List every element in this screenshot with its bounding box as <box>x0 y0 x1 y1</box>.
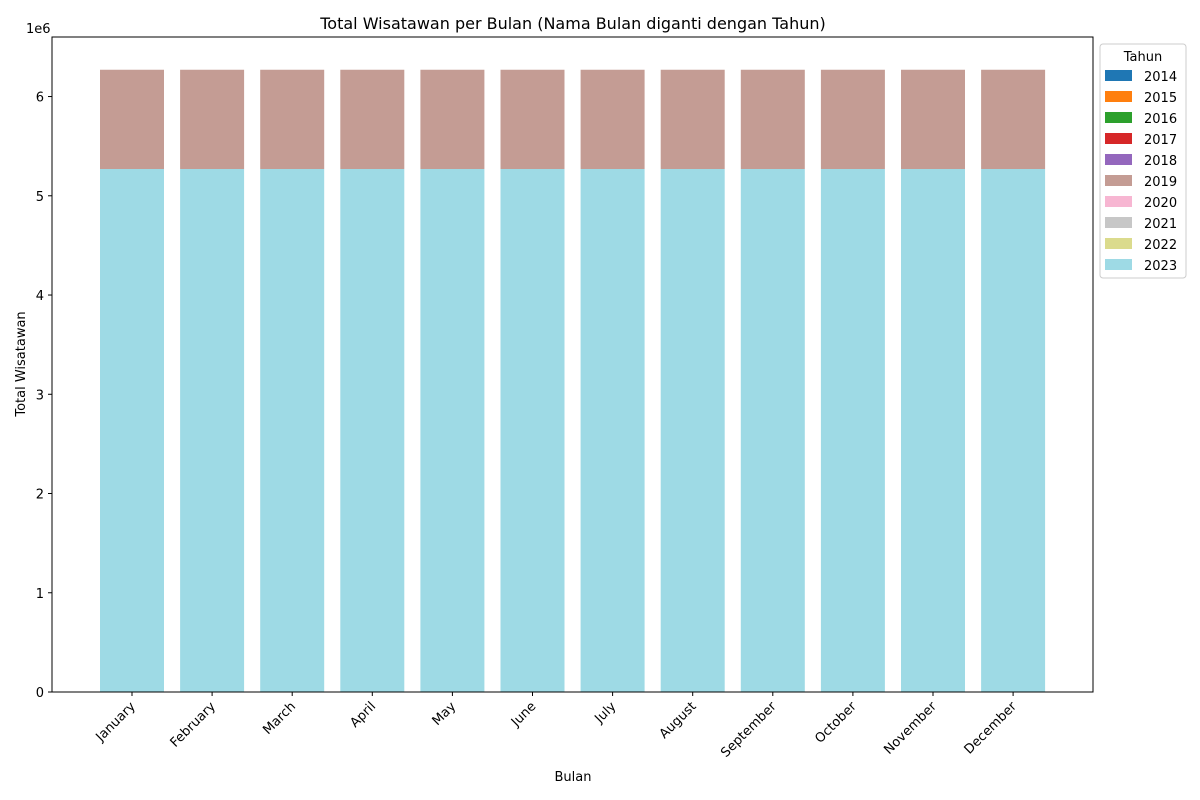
legend-label-2016: 2016 <box>1144 112 1177 127</box>
bar-2023-may <box>420 168 485 693</box>
bar-2019-october <box>820 69 885 169</box>
bar-2019-may <box>420 69 485 169</box>
x-tick-label: July <box>592 699 620 727</box>
y-tick-label: 2 <box>36 488 44 503</box>
x-tick-label: February <box>168 699 220 751</box>
legend-label-2015: 2015 <box>1144 91 1177 106</box>
bar-2023-november <box>901 168 965 693</box>
bar-2019-july <box>580 69 645 169</box>
bar-2019-march <box>260 69 325 169</box>
legend-label-2021: 2021 <box>1144 217 1177 232</box>
legend-swatch-2015 <box>1105 91 1132 102</box>
y-tick-label: 4 <box>36 289 44 304</box>
bar-2023-april <box>340 168 405 693</box>
legend-swatch-2021 <box>1105 217 1132 228</box>
x-tick-label: October <box>812 699 860 747</box>
y-axis: 0 1 2 3 4 5 6 <box>36 91 52 701</box>
x-tick-label: August <box>657 699 700 742</box>
bar-2023-january <box>100 168 164 693</box>
legend-swatch-2019 <box>1105 175 1132 186</box>
x-tick-label: September <box>718 699 780 761</box>
bar-2023-february <box>180 168 245 693</box>
x-tick-label: December <box>962 699 1021 758</box>
bar-2019-february <box>180 69 245 169</box>
legend-swatch-2014 <box>1105 70 1132 81</box>
bar-2019-august <box>660 69 725 169</box>
legend-swatch-2022 <box>1105 238 1132 249</box>
legend-swatch-2016 <box>1105 112 1132 123</box>
legend-title: Tahun <box>1123 50 1162 65</box>
y-axis-title: Total Wisatawan <box>14 311 29 417</box>
chart-title: Total Wisatawan per Bulan (Nama Bulan di… <box>319 14 825 33</box>
y-tick-label: 1 <box>36 587 44 602</box>
bar-2023-june <box>500 168 565 693</box>
legend-label-2023: 2023 <box>1144 259 1177 274</box>
bar-2019-april <box>340 69 405 169</box>
x-tick-label: June <box>508 699 539 730</box>
bar-2023-august <box>660 168 725 693</box>
x-tick-label: April <box>348 699 380 731</box>
bar-2023-july <box>580 168 645 693</box>
legend-swatch-2017 <box>1105 133 1132 144</box>
legend-items: 2014 2015 2016 2017 2018 2019 2020 2021 2022 2023 <box>1105 70 1177 274</box>
y-tick-label: 3 <box>36 388 44 403</box>
bar-2023-september <box>740 168 805 693</box>
legend-label-2022: 2022 <box>1144 238 1177 253</box>
legend-label-2014: 2014 <box>1144 70 1177 85</box>
legend-label-2017: 2017 <box>1144 133 1177 148</box>
plot-frame <box>51 36 1094 693</box>
bars-layer <box>100 69 1046 693</box>
legend-label-2018: 2018 <box>1144 154 1177 169</box>
legend: Tahun 2014201520162017201820192020202120… <box>1099 43 1187 279</box>
y-axis-scale-label: 1e6 <box>26 22 51 37</box>
y-tick-label: 6 <box>36 91 44 106</box>
bar-2023-december <box>981 168 1046 693</box>
legend-swatch-2020 <box>1105 196 1132 207</box>
bar-2019-january <box>100 69 164 169</box>
bar-2019-december <box>981 69 1046 169</box>
legend-label-2020: 2020 <box>1144 196 1177 211</box>
x-tick-label: March <box>260 699 299 738</box>
y-tick-label: 5 <box>36 190 44 205</box>
x-tick-label: January <box>93 699 139 745</box>
y-tick-label: 0 <box>36 686 44 701</box>
x-axis-title: Bulan <box>555 770 592 785</box>
x-axis: January February March April May June July Augu… <box>93 692 1021 761</box>
bar-2023-march <box>260 168 325 693</box>
bar-2023-october <box>820 168 885 693</box>
x-tick-label: November <box>881 699 940 758</box>
bar-2019-june <box>500 69 565 169</box>
x-tick-label: May <box>430 699 460 729</box>
legend-swatch-2023 <box>1105 259 1132 270</box>
legend-label-2019: 2019 <box>1144 175 1177 190</box>
legend-swatch-2018 <box>1105 154 1132 165</box>
bar-2019-september <box>740 69 805 169</box>
bar-2019-november <box>901 69 965 169</box>
